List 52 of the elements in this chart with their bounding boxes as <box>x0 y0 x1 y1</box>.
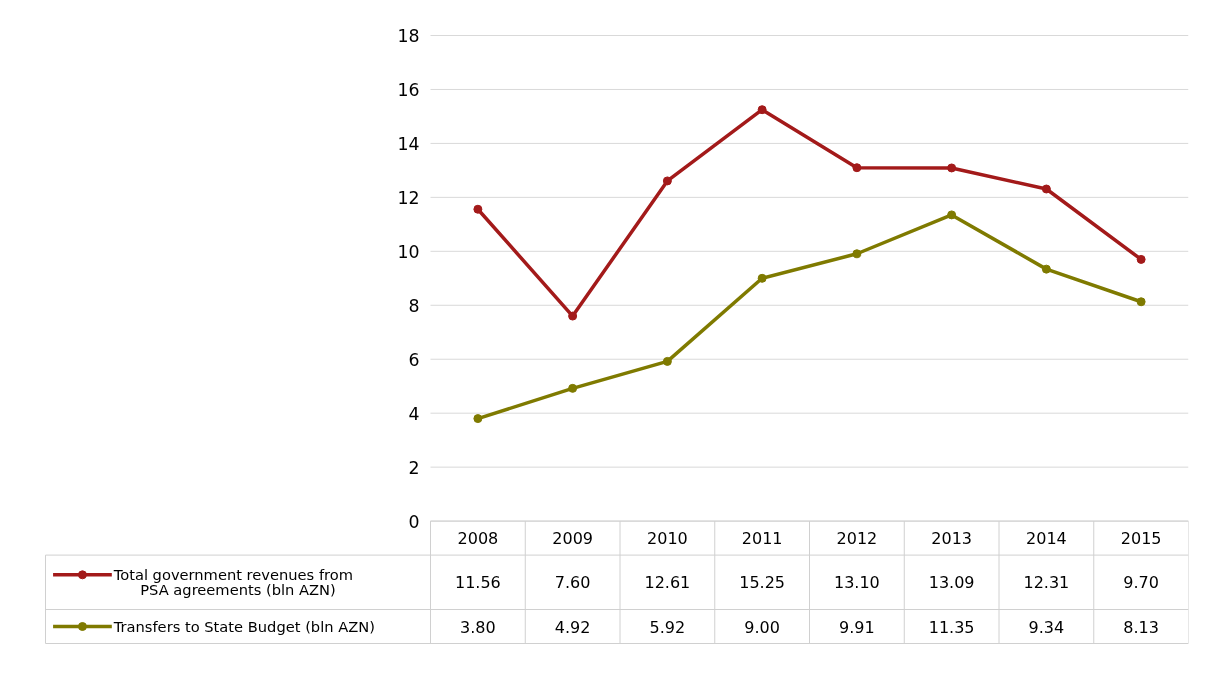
data-label: 3.80 <box>460 617 496 637</box>
point <box>568 311 578 321</box>
data-label: 9.70 <box>1123 573 1159 593</box>
y-tick-label: 2 <box>408 457 420 478</box>
x-tick-label: 2008 <box>457 529 499 549</box>
y-tick-label: 0 <box>408 511 420 532</box>
y-tick-label: 14 <box>397 133 420 154</box>
y-tick-label: 6 <box>408 349 420 370</box>
y-tick-label: 16 <box>397 79 420 100</box>
point <box>568 383 578 393</box>
x-tick-label: 2009 <box>552 529 593 549</box>
legend-label: Transfers to State Budget (bln AZN) <box>112 618 375 635</box>
point <box>662 176 672 186</box>
data-label: 12.61 <box>644 573 691 593</box>
point <box>852 163 862 173</box>
x-tick-label: 2010 <box>647 529 688 549</box>
point <box>757 273 767 283</box>
data-label: 4.92 <box>554 617 591 637</box>
y-tick-label: 12 <box>397 187 420 208</box>
data-label: 9.91 <box>839 617 875 637</box>
point <box>852 249 862 259</box>
point <box>757 105 767 115</box>
data-label: 11.56 <box>454 573 501 593</box>
point <box>947 210 957 220</box>
point <box>473 204 483 214</box>
point <box>947 163 957 173</box>
data-label: 15.25 <box>739 573 786 593</box>
x-tick-label: 2014 <box>1026 529 1067 549</box>
x-tick-label: 2013 <box>931 529 972 549</box>
x-tick-label: 2011 <box>741 529 783 549</box>
point <box>1136 297 1146 307</box>
data-label: 5.92 <box>649 617 686 637</box>
point <box>1136 254 1146 264</box>
data-label: 11.35 <box>928 617 975 637</box>
y-tick-label: 18 <box>397 26 420 46</box>
y-tick-label: 4 <box>408 403 420 424</box>
data-label: 9.34 <box>1028 617 1065 637</box>
data-label: 7.60 <box>554 573 591 593</box>
point <box>1041 264 1051 274</box>
x-tick-label: 2012 <box>836 529 878 549</box>
point <box>1041 184 1051 194</box>
point <box>662 356 672 366</box>
legend-label: Total government revenues from PSA agreements (bln AZN) <box>112 566 354 599</box>
y-tick-label: 10 <box>397 241 420 262</box>
data-label: 12.31 <box>1023 573 1070 593</box>
x-tick-label: 2015 <box>1120 529 1162 549</box>
data-label: 13.09 <box>928 573 975 593</box>
data-label: 9.00 <box>744 617 780 637</box>
data-label: 8.13 <box>1123 617 1159 637</box>
y-tick-label: 8 <box>408 295 420 316</box>
point <box>473 414 483 424</box>
data-label: 13.10 <box>833 573 880 593</box>
